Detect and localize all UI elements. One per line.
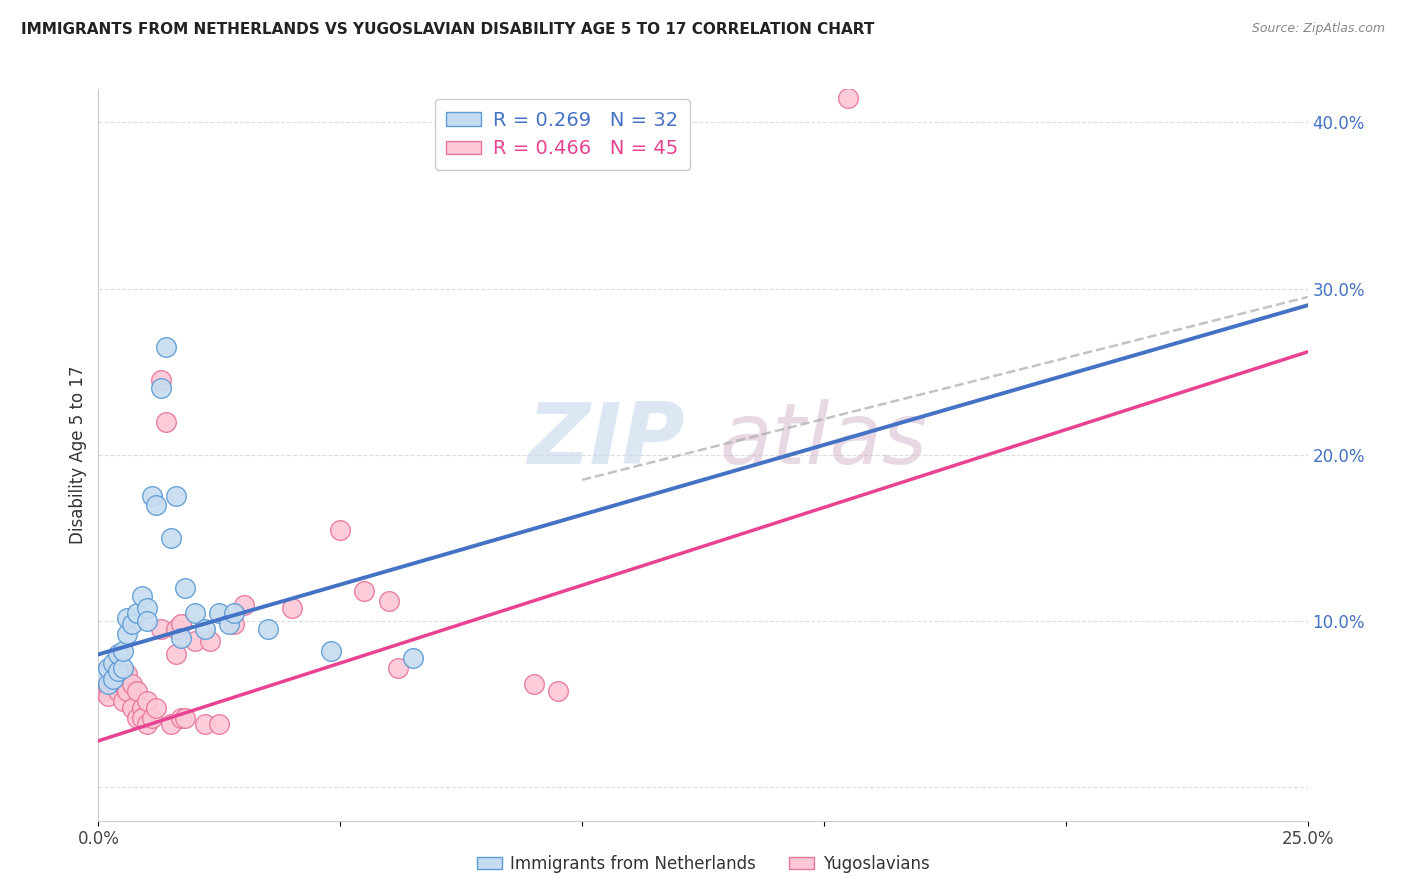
- Point: [107, 664, 129, 678]
- Point: [174, 710, 197, 724]
- Point: [218, 617, 240, 632]
- Point: [194, 623, 217, 637]
- Point: [97, 661, 120, 675]
- Point: [329, 523, 352, 537]
- Point: [135, 614, 157, 628]
- Point: [97, 689, 120, 703]
- Point: [208, 606, 231, 620]
- Point: [141, 710, 163, 724]
- Point: [135, 717, 157, 731]
- Point: [121, 617, 143, 632]
- Point: [194, 717, 217, 731]
- Point: [107, 673, 129, 687]
- Y-axis label: Disability Age 5 to 17: Disability Age 5 to 17: [69, 366, 87, 544]
- Point: [222, 606, 245, 620]
- Point: [402, 650, 425, 665]
- Point: [107, 684, 129, 698]
- Point: [184, 634, 207, 648]
- Point: [117, 627, 139, 641]
- Point: [91, 684, 114, 698]
- Point: [117, 611, 139, 625]
- Point: [160, 531, 183, 545]
- Point: [101, 673, 124, 687]
- Point: [131, 700, 153, 714]
- Point: [127, 606, 149, 620]
- Legend: R = 0.269   N = 32, R = 0.466   N = 45: R = 0.269 N = 32, R = 0.466 N = 45: [434, 99, 690, 170]
- Point: [169, 710, 191, 724]
- Point: [160, 717, 183, 731]
- Point: [174, 581, 197, 595]
- Point: [127, 710, 149, 724]
- Point: [155, 415, 177, 429]
- Point: [150, 381, 173, 395]
- Point: [135, 694, 157, 708]
- Point: [198, 634, 221, 648]
- Point: [111, 677, 134, 691]
- Point: [387, 661, 409, 675]
- Point: [111, 661, 134, 675]
- Point: [184, 606, 207, 620]
- Point: [117, 684, 139, 698]
- Point: [232, 598, 254, 612]
- Text: IMMIGRANTS FROM NETHERLANDS VS YUGOSLAVIAN DISABILITY AGE 5 TO 17 CORRELATION CH: IMMIGRANTS FROM NETHERLANDS VS YUGOSLAVI…: [21, 22, 875, 37]
- Point: [131, 589, 153, 603]
- Point: [150, 623, 173, 637]
- Point: [135, 600, 157, 615]
- Point: [319, 644, 342, 658]
- Point: [165, 623, 187, 637]
- Point: [101, 661, 124, 675]
- Point: [131, 710, 153, 724]
- Point: [127, 684, 149, 698]
- Point: [121, 700, 143, 714]
- Point: [353, 584, 375, 599]
- Point: [97, 677, 120, 691]
- Point: [91, 667, 114, 681]
- Point: [101, 656, 124, 670]
- Point: [145, 498, 167, 512]
- Point: [169, 631, 191, 645]
- Point: [222, 617, 245, 632]
- Point: [117, 667, 139, 681]
- Point: [121, 677, 143, 691]
- Point: [111, 644, 134, 658]
- Point: [256, 623, 278, 637]
- Point: [547, 684, 569, 698]
- Point: [101, 677, 124, 691]
- Point: [107, 648, 129, 662]
- Point: [97, 681, 120, 695]
- Point: [145, 700, 167, 714]
- Point: [523, 677, 546, 691]
- Text: Source: ZipAtlas.com: Source: ZipAtlas.com: [1251, 22, 1385, 36]
- Point: [165, 648, 187, 662]
- Point: [377, 594, 399, 608]
- Point: [165, 490, 187, 504]
- Point: [141, 490, 163, 504]
- Point: [155, 340, 177, 354]
- Point: [837, 90, 859, 104]
- Point: [111, 694, 134, 708]
- Point: [281, 600, 304, 615]
- Point: [91, 667, 114, 681]
- Legend: Immigrants from Netherlands, Yugoslavians: Immigrants from Netherlands, Yugoslavian…: [470, 848, 936, 880]
- Point: [150, 373, 173, 387]
- Point: [169, 617, 191, 632]
- Point: [208, 717, 231, 731]
- Text: atlas: atlas: [720, 399, 928, 482]
- Text: ZIP: ZIP: [527, 399, 685, 482]
